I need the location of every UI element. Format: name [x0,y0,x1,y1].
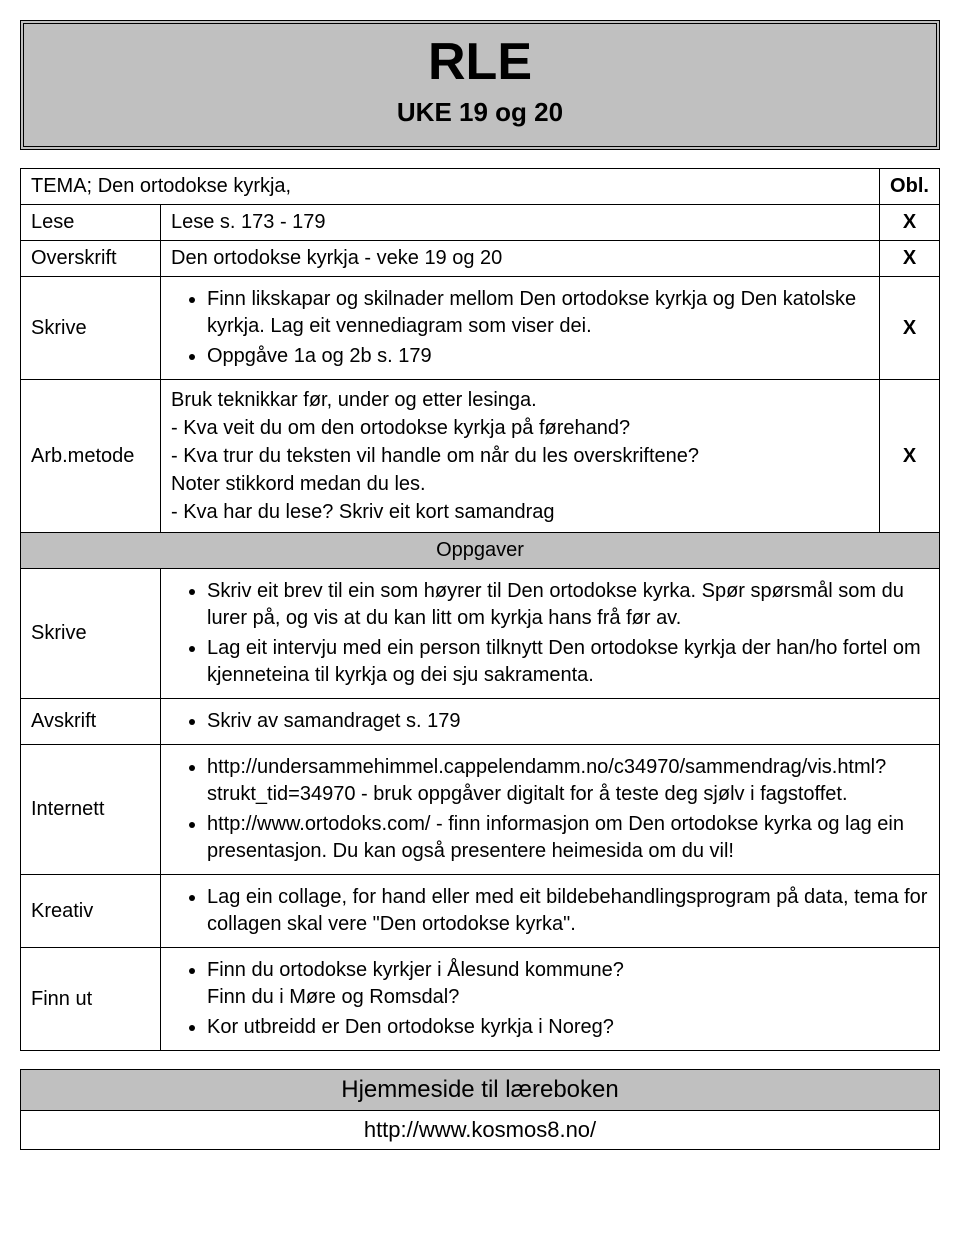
row-oppgaver-skrive: Skrive Skriv eit brev til ein som høyrer… [21,569,940,699]
list-item: http://www.ortodoks.com/ - finn informas… [207,811,929,865]
tema-row: TEMA; Den ortodokse kyrkja, Obl. [21,169,940,205]
label-lese: Lese [21,205,161,241]
oppgaver-internett-bullets: http://undersammehimmel.cappelendamm.no/… [171,754,929,865]
content-lese: Lese s. 173 - 179 [161,205,880,241]
obl-overskrift: X [880,241,940,277]
list-item: Finn likskapar og skilnader mellom Den o… [207,286,869,340]
row-oppgaver-header: Oppgaver [21,533,940,569]
list-item: Lag ein collage, for hand eller med eit … [207,884,929,938]
oppgaver-header: Oppgaver [21,533,940,569]
obl-header: Obl. [880,169,940,205]
label-arbmetode: Arb.metode [21,380,161,533]
label-oppgaver-kreativ: Kreativ [21,875,161,948]
footer-bar: Hjemmeside til læreboken [21,1070,940,1111]
tema-text: Den ortodokse kyrkja, [98,175,291,197]
main-table: TEMA; Den ortodokse kyrkja, Obl. Lese Le… [20,168,940,1051]
row-overskrift: Overskrift Den ortodokse kyrkja - veke 1… [21,241,940,277]
content-oppgaver-avskrift: Skriv av samandraget s. 179 [161,699,940,745]
obl-arbmetode: X [880,380,940,533]
label-overskrift: Overskrift [21,241,161,277]
label-oppgaver-finnut: Finn ut [21,948,161,1051]
list-item: Oppgåve 1a og 2b s. 179 [207,343,869,370]
skrive1-bullets: Finn likskapar og skilnader mellom Den o… [171,286,869,370]
row-oppgaver-avskrift: Avskrift Skriv av samandraget s. 179 [21,699,940,745]
label-oppgaver-skrive: Skrive [21,569,161,699]
row-oppgaver-internett: Internett http://undersammehimmel.cappel… [21,745,940,875]
page: RLE UKE 19 og 20 TEMA; Den ortodokse kyr… [20,20,940,1150]
list-item: Lag eit intervju med ein person tilknytt… [207,635,929,689]
footer-url: http://www.kosmos8.no/ [21,1111,940,1150]
obl-lese: X [880,205,940,241]
list-item: Finn du ortodokse kyrkjer i Ålesund komm… [207,957,929,1011]
oppgaver-avskrift-bullets: Skriv av samandraget s. 179 [171,708,929,735]
spacer [20,1051,940,1069]
content-overskrift: Den ortodokse kyrkja - veke 19 og 20 [161,241,880,277]
label-oppgaver-internett: Internett [21,745,161,875]
footer-bar-row: Hjemmeside til læreboken [21,1070,940,1111]
list-item: Skriv eit brev til ein som høyrer til De… [207,578,929,632]
row-arbmetode: Arb.metode Bruk teknikkar før, under og … [21,380,940,533]
row-lese: Lese Lese s. 173 - 179 X [21,205,940,241]
tema-prefix: TEMA; [31,175,92,197]
content-oppgaver-internett: http://undersammehimmel.cappelendamm.no/… [161,745,940,875]
footer-table: Hjemmeside til læreboken http://www.kosm… [20,1069,940,1150]
content-arbmetode: Bruk teknikkar før, under og etter lesin… [161,380,880,533]
content-oppgaver-kreativ: Lag ein collage, for hand eller med eit … [161,875,940,948]
list-item: Skriv av samandraget s. 179 [207,708,929,735]
row-oppgaver-kreativ: Kreativ Lag ein collage, for hand eller … [21,875,940,948]
list-item: Kor utbreidd er Den ortodokse kyrkja i N… [207,1014,929,1041]
header-subtitle: UKE 19 og 20 [24,97,936,128]
content-oppgaver-skrive: Skriv eit brev til ein som høyrer til De… [161,569,940,699]
label-oppgaver-avskrift: Avskrift [21,699,161,745]
obl-skrive1: X [880,277,940,380]
oppgaver-kreativ-bullets: Lag ein collage, for hand eller med eit … [171,884,929,938]
content-skrive1: Finn likskapar og skilnader mellom Den o… [161,277,880,380]
oppgaver-skrive-bullets: Skriv eit brev til ein som høyrer til De… [171,578,929,689]
row-skrive1: Skrive Finn likskapar og skilnader mello… [21,277,940,380]
row-oppgaver-finnut: Finn ut Finn du ortodokse kyrkjer i Åles… [21,948,940,1051]
tema-cell: TEMA; Den ortodokse kyrkja, [21,169,880,205]
header-title: RLE [24,34,936,91]
footer-url-row: http://www.kosmos8.no/ [21,1111,940,1150]
content-oppgaver-finnut: Finn du ortodokse kyrkjer i Ålesund komm… [161,948,940,1051]
label-skrive1: Skrive [21,277,161,380]
oppgaver-finnut-bullets: Finn du ortodokse kyrkjer i Ålesund komm… [171,957,929,1041]
list-item: http://undersammehimmel.cappelendamm.no/… [207,754,929,808]
header-box: RLE UKE 19 og 20 [20,20,940,150]
